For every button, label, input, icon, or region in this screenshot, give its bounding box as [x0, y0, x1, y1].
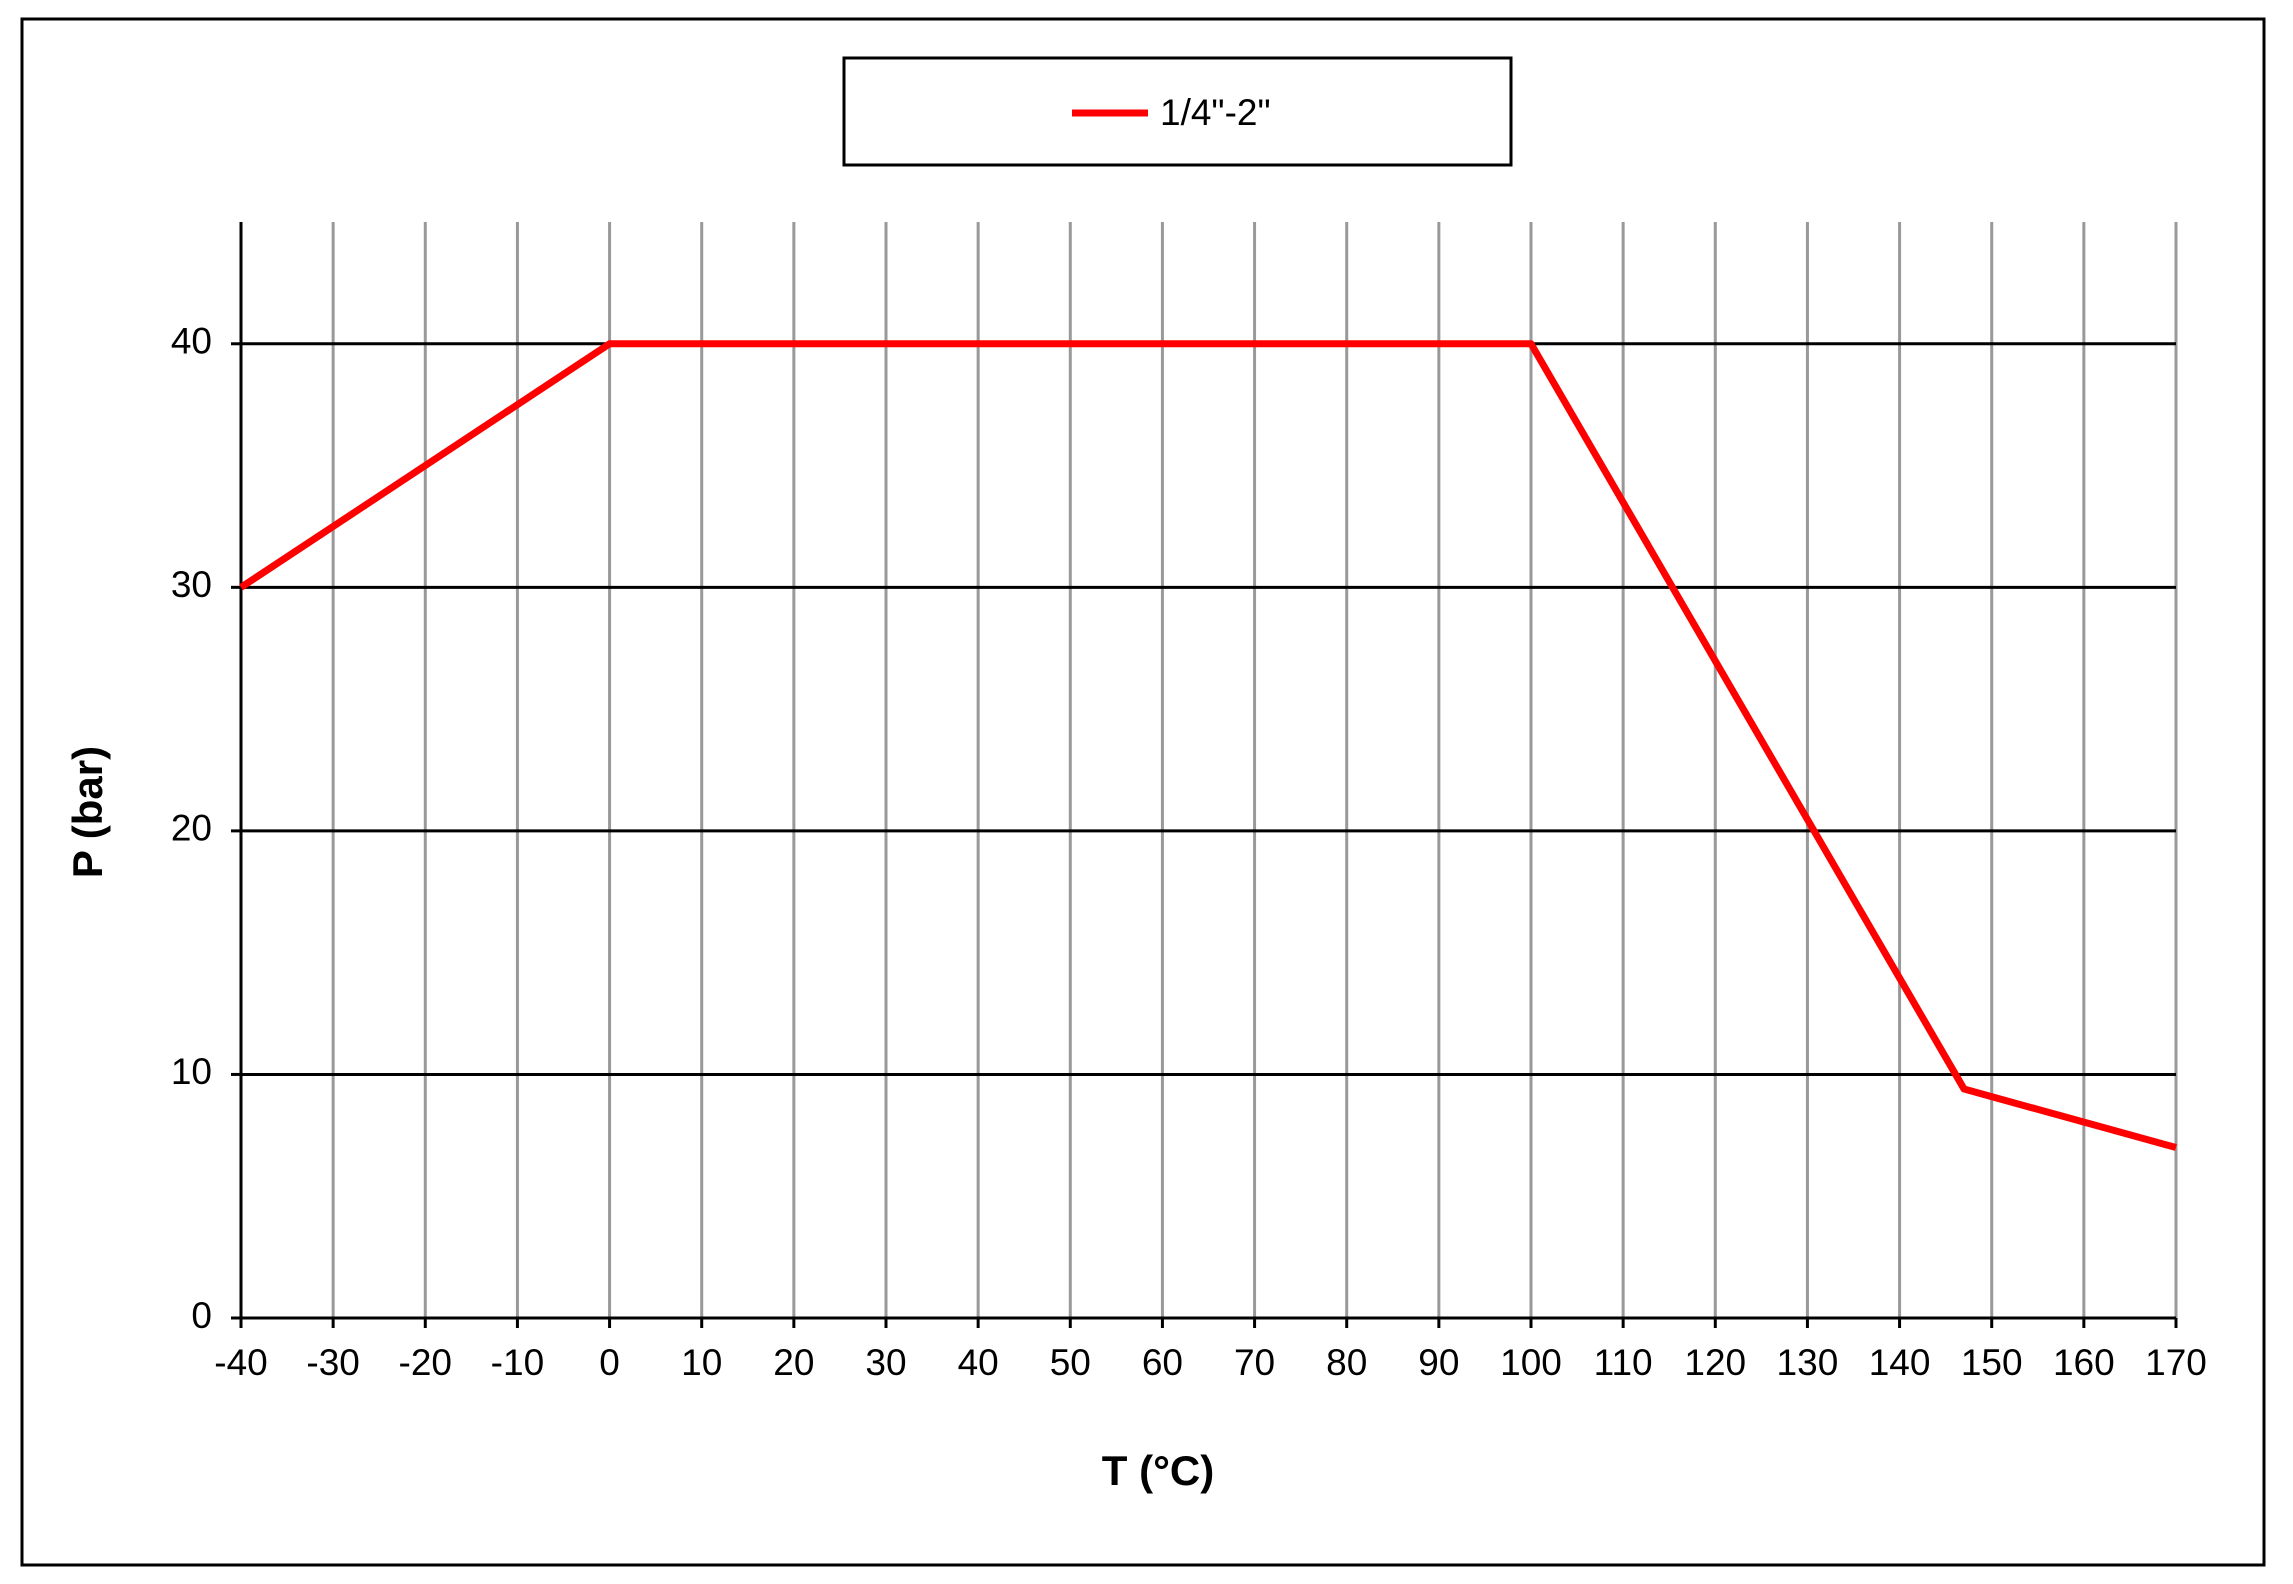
x-tick-label: -30 — [306, 1342, 359, 1383]
y-tick-label: 20 — [171, 808, 212, 849]
chart-border — [20, 17, 2266, 1567]
y-tick-label: 30 — [171, 564, 212, 605]
x-axis-label: T (°C) — [1102, 1447, 1214, 1494]
x-tick-label: 140 — [1869, 1342, 1931, 1383]
x-tick-label: 10 — [681, 1342, 722, 1383]
x-tick-label: 30 — [865, 1342, 906, 1383]
x-tick-label: 110 — [1594, 1342, 1653, 1383]
x-tick-label: 100 — [1500, 1342, 1562, 1383]
y-axis-label: P (bar) — [64, 746, 111, 878]
y-tick-label: 40 — [171, 321, 212, 362]
x-tick-label: -20 — [399, 1342, 452, 1383]
y-tick-label: 0 — [191, 1295, 212, 1336]
x-tick-label: 50 — [1050, 1342, 1091, 1383]
data-line — [239, 340, 2177, 1151]
legend-label: 1/4"-2" — [1160, 92, 1271, 133]
x-tick-label: -40 — [214, 1342, 267, 1383]
x-tick-label: -10 — [491, 1342, 544, 1383]
y-tick-label: 10 — [171, 1051, 212, 1092]
x-tick-label: 0 — [599, 1342, 620, 1383]
x-tick-label: 40 — [958, 1342, 999, 1383]
x-tick-label: 150 — [1961, 1342, 2023, 1383]
x-tick-label: 120 — [1684, 1342, 1746, 1383]
x-tick-label: 20 — [773, 1342, 814, 1383]
x-tick-label: 90 — [1418, 1342, 1459, 1383]
x-tick-label: 60 — [1142, 1342, 1183, 1383]
x-tick-label: 130 — [1777, 1342, 1839, 1383]
x-tick-label: 170 — [2145, 1342, 2207, 1383]
x-tick-label: 160 — [2053, 1342, 2115, 1383]
legend-box — [842, 56, 1513, 167]
x-tick-label: 80 — [1326, 1342, 1367, 1383]
x-tick-label: 70 — [1234, 1342, 1275, 1383]
